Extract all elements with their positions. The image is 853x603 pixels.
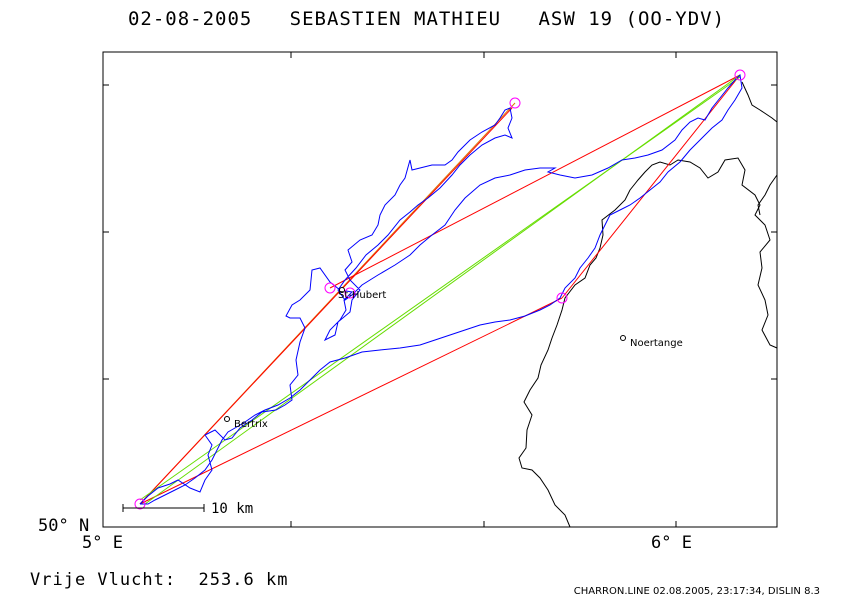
longitude-label-right: 6° E <box>651 533 692 553</box>
turnpoint-2 <box>324 282 336 294</box>
place-label: St-Hubert <box>338 290 386 301</box>
turnpoint-5 <box>344 287 356 299</box>
glider-name: ASW 19 (OO-YDV) <box>538 8 726 30</box>
map-title: 02-08-2005 SEBASTIEN MATHIEU ASW 19 (OO-… <box>0 8 853 30</box>
map-frame <box>102 51 778 528</box>
country-border <box>518 157 778 528</box>
scale-label: 10 km <box>211 501 253 517</box>
flight-date: 02-08-2005 <box>127 8 253 30</box>
place-bertrix: Bertrix <box>224 416 268 430</box>
border-branch-2 <box>757 174 778 216</box>
place-label: Bertrix <box>234 419 268 430</box>
longitude-label-left: 5° E <box>82 533 123 553</box>
flight-track <box>139 73 743 505</box>
latitude-label: 50° N <box>38 516 90 536</box>
border-branch <box>741 81 778 123</box>
leg-red-4 <box>139 297 563 505</box>
credits: CHARRON.LINE 02.08.2005, 23:17:34, DISLI… <box>573 586 820 597</box>
place-noertange: Noertange <box>620 335 683 349</box>
leg-red-2 <box>329 74 741 289</box>
leg-red-3 <box>561 74 741 299</box>
place-st-hubert: St-Hubert <box>338 287 386 301</box>
distance-summary: Vrije Vlucht: 253.6 km <box>30 570 288 590</box>
distance-value: 253.6 km <box>198 570 289 590</box>
turnpoint-1 <box>509 97 521 109</box>
scale-bar <box>122 504 205 512</box>
turnpoint-start <box>134 498 146 510</box>
turnpoint-4 <box>556 292 568 304</box>
leg-green-2 <box>139 76 741 501</box>
pilot-name: SEBASTIEN MATHIEU <box>289 8 502 30</box>
leg-red-1 <box>139 107 513 505</box>
axis-ticks <box>103 52 777 527</box>
place-label: Noertange <box>630 338 683 349</box>
distance-label: Vrije Vlucht: <box>30 570 177 590</box>
turnpoint-3 <box>734 69 746 81</box>
